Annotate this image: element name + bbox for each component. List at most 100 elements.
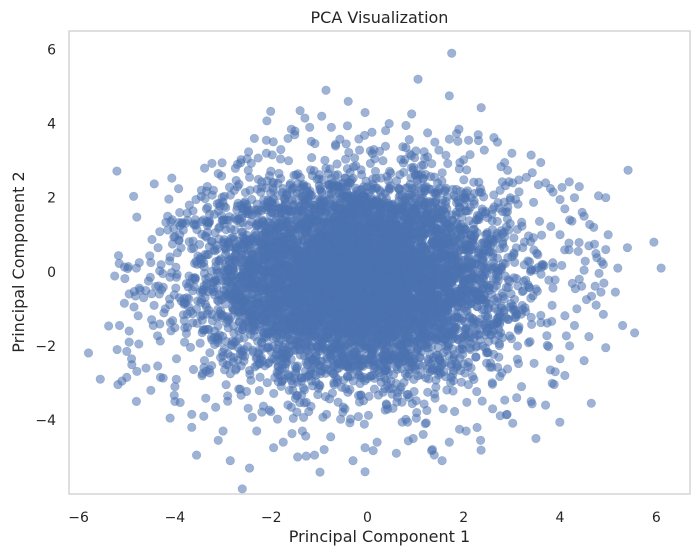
scatter-point bbox=[511, 243, 521, 253]
scatter-point bbox=[533, 250, 543, 260]
scatter-point bbox=[224, 182, 235, 192]
scatter-point bbox=[262, 378, 272, 388]
scatter-point bbox=[419, 399, 429, 409]
scatter-point bbox=[239, 333, 249, 343]
scatter-point bbox=[580, 256, 590, 266]
scatter-point bbox=[132, 212, 142, 222]
scatter-point bbox=[579, 265, 589, 275]
scatter-point bbox=[520, 303, 530, 313]
scatter-point bbox=[410, 192, 420, 202]
scatter-point bbox=[472, 422, 482, 433]
scatter-point bbox=[353, 411, 363, 422]
scatter-point bbox=[505, 331, 515, 341]
scatter-point bbox=[462, 397, 472, 407]
scatter-point bbox=[411, 396, 421, 406]
scatter-point bbox=[258, 401, 269, 411]
scatter-point bbox=[476, 103, 486, 113]
scatter-point bbox=[363, 410, 374, 420]
scatter-point bbox=[419, 147, 429, 157]
scatter-point bbox=[191, 304, 202, 314]
scatter-point bbox=[454, 164, 464, 174]
scatter-point bbox=[505, 193, 515, 203]
scatter-point bbox=[234, 384, 244, 394]
scatter-point bbox=[217, 158, 227, 168]
scatter-point bbox=[221, 380, 231, 390]
scatter-point bbox=[560, 311, 570, 321]
scatter-point bbox=[369, 144, 379, 155]
scatter-point bbox=[83, 348, 94, 358]
scatter-point bbox=[526, 293, 536, 303]
scatter-point bbox=[370, 166, 381, 176]
scatter-point bbox=[171, 354, 182, 364]
scatter-point bbox=[320, 155, 330, 165]
scatter-point bbox=[312, 174, 322, 184]
scatter-point bbox=[255, 372, 265, 382]
scatter-point bbox=[427, 159, 437, 169]
scatter-point bbox=[237, 484, 247, 494]
scatter-point bbox=[544, 342, 554, 352]
scatter-point bbox=[542, 331, 552, 341]
scatter-point bbox=[380, 141, 391, 151]
scatter-point bbox=[241, 386, 252, 397]
scatter-point bbox=[410, 153, 420, 163]
scatter-point bbox=[418, 160, 429, 170]
scatter-point bbox=[155, 227, 165, 237]
scatter-point bbox=[487, 378, 497, 388]
scatter-point bbox=[359, 419, 369, 429]
scatter-point bbox=[310, 138, 320, 149]
scatter-point bbox=[378, 156, 388, 166]
scatter-point bbox=[450, 406, 460, 417]
scatter-point bbox=[166, 326, 176, 336]
scatter-point bbox=[156, 260, 166, 270]
scatter-point bbox=[114, 258, 124, 269]
scatter-point bbox=[113, 251, 124, 261]
scatter-point bbox=[508, 418, 518, 428]
scatter-point bbox=[288, 413, 298, 423]
scatter-point bbox=[421, 373, 431, 383]
scatter-point bbox=[129, 191, 139, 201]
scatter-point bbox=[404, 134, 414, 145]
scatter-point bbox=[112, 166, 122, 176]
scatter-point bbox=[133, 311, 143, 321]
scatter-point bbox=[167, 173, 177, 183]
scatter-point bbox=[239, 356, 249, 366]
scatter-point bbox=[252, 360, 262, 370]
scatter-point bbox=[418, 429, 428, 440]
scatter-point bbox=[341, 383, 351, 394]
scatter-point bbox=[213, 321, 223, 331]
scatter-point bbox=[513, 199, 523, 209]
scatter-point bbox=[275, 154, 286, 164]
scatter-point bbox=[365, 158, 375, 169]
scatter-point bbox=[453, 136, 463, 146]
scatter-point bbox=[207, 158, 217, 168]
scatter-point bbox=[266, 166, 276, 176]
scatter-point bbox=[164, 194, 174, 204]
scatter-point bbox=[179, 337, 190, 347]
scatter-point bbox=[155, 336, 165, 346]
scatter-point bbox=[306, 165, 316, 175]
scatter-point bbox=[273, 377, 283, 387]
scatter-point bbox=[205, 348, 215, 358]
scatter-points-layer bbox=[83, 48, 666, 494]
scatter-point bbox=[341, 154, 351, 164]
scatter-point bbox=[283, 156, 294, 166]
scatter-point bbox=[326, 432, 336, 442]
scatter-point bbox=[512, 224, 522, 234]
scatter-point bbox=[623, 165, 633, 175]
scatter-point bbox=[350, 153, 360, 163]
scatter-point bbox=[290, 393, 300, 403]
scatter-point bbox=[120, 273, 130, 284]
scatter-point bbox=[223, 391, 233, 401]
scatter-point bbox=[147, 234, 157, 245]
scatter-point bbox=[561, 331, 571, 341]
scatter-point bbox=[479, 145, 489, 155]
scatter-point bbox=[123, 262, 133, 272]
scatter-point bbox=[104, 321, 114, 331]
scatter-point bbox=[274, 168, 284, 178]
scatter-point bbox=[547, 316, 557, 326]
scatter-point bbox=[149, 300, 159, 310]
scatter-point bbox=[503, 165, 513, 175]
scatter-point bbox=[534, 216, 545, 226]
scatter-point bbox=[523, 256, 533, 266]
